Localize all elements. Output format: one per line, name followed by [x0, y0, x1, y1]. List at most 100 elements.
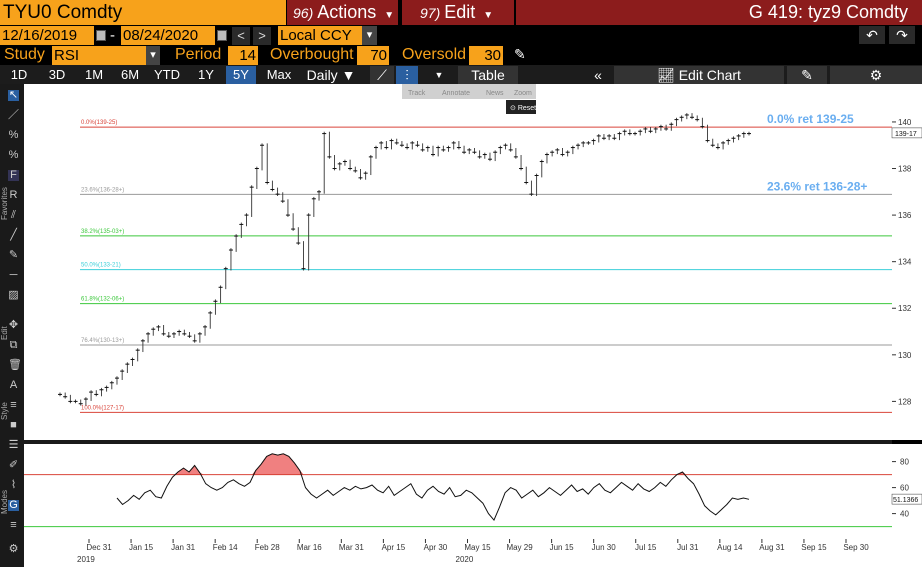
time-axis-label: May 15 — [464, 543, 491, 552]
collapse-icon[interactable]: « — [594, 67, 602, 83]
brush-icon[interactable]: ✐ — [8, 459, 19, 471]
currency-select[interactable]: Local CCY — [278, 26, 362, 45]
redo-icon[interactable]: ↷ — [889, 26, 915, 44]
fib-tool-icon[interactable]: F — [8, 170, 19, 181]
next-period-button[interactable]: > — [253, 27, 271, 45]
fib-right-label: 0.0% ret 139-25 — [767, 112, 854, 126]
currency-caret-icon[interactable]: ▾ — [362, 26, 377, 45]
lines-icon[interactable]: ≡ — [10, 519, 17, 531]
overbought-label: Overbought — [270, 46, 354, 63]
ticker-field[interactable]: TYU0 Comdty — [0, 0, 286, 25]
modes-tab[interactable]: Modes — [0, 489, 9, 514]
rsi-axis-label: 60 — [900, 484, 909, 493]
shape-icon[interactable]: ▨ — [8, 289, 19, 301]
price-axis — [892, 84, 922, 440]
time-axis-label: Jan 31 — [171, 543, 196, 552]
modes-g-icon[interactable]: G — [8, 499, 19, 511]
retracement-icon[interactable]: R — [9, 189, 18, 201]
style-icon[interactable]: ≡ — [10, 399, 17, 411]
hline-icon[interactable]: ─ — [9, 269, 18, 281]
annotation-edit-icon[interactable]: ✎ — [787, 66, 827, 84]
time-axis-label: May 29 — [506, 543, 533, 552]
favorites-tab[interactable]: Favorites — [0, 187, 9, 220]
percent-tool-icon[interactable]: % — [8, 129, 19, 141]
range-1d-button[interactable]: 1D — [10, 67, 28, 82]
list-icon[interactable]: ☰ — [8, 439, 19, 451]
edit-chart-button[interactable]: 📈︎ Edit Chart — [614, 66, 784, 84]
edit-menu[interactable]: 97) Edit ▼ — [402, 0, 514, 25]
edit-chart-label: Edit Chart — [678, 67, 741, 83]
start-calendar-icon[interactable] — [96, 30, 106, 41]
range-3d-button[interactable]: 3D — [48, 67, 66, 82]
trend-icon[interactable]: ╱ — [10, 229, 17, 241]
time-axis — [24, 539, 922, 567]
undo-icon[interactable]: ↶ — [859, 26, 885, 44]
oversold-field[interactable]: 30 — [469, 46, 503, 65]
actions-menu[interactable]: 96) Actions ▼ — [287, 0, 398, 25]
range-1m-button[interactable]: 1M — [84, 67, 104, 82]
prev-period-button[interactable]: < — [232, 27, 250, 45]
time-axis-label: Jan 15 — [129, 543, 154, 552]
time-axis-label: Jun 30 — [592, 543, 617, 552]
percent-tool2-icon[interactable]: % — [8, 149, 19, 161]
delete-icon[interactable]: 🗑︎ — [8, 359, 22, 371]
style-tab[interactable]: Style — [0, 402, 9, 420]
edit-tab[interactable]: Edit — [0, 326, 9, 340]
time-axis-label: Aug 14 — [717, 543, 743, 552]
reset-button[interactable]: ⊙ Reset — [510, 105, 536, 112]
range-max-button[interactable]: Max — [266, 67, 292, 82]
overbought-field[interactable]: 70 — [357, 46, 389, 65]
price-axis-label: 130 — [898, 351, 912, 360]
line-chart-icon[interactable]: ⟋ — [370, 66, 394, 84]
start-date-field[interactable]: 12/16/2019 — [0, 26, 94, 45]
fib-level-label: 0.0%(139-25) — [81, 120, 117, 126]
end-calendar-icon[interactable] — [217, 30, 227, 41]
channel-icon[interactable]: ⫽ — [11, 209, 16, 221]
panel-divider[interactable] — [24, 440, 892, 444]
rsi-panel — [24, 444, 892, 539]
time-axis-label: Feb 28 — [255, 543, 280, 552]
oversold-label: Oversold — [402, 46, 467, 63]
draw-line-icon[interactable]: ／ — [8, 109, 19, 121]
range-6m-button[interactable]: 6M — [120, 67, 140, 82]
text-icon[interactable]: A — [9, 379, 18, 391]
pencil-icon[interactable]: ✎ — [514, 46, 526, 62]
pen-icon[interactable]: ✎ — [8, 249, 19, 261]
track-option[interactable]: Track — [408, 90, 426, 97]
settings-gear-icon[interactable]: ⚙ — [830, 66, 922, 84]
price-axis-label: 134 — [898, 258, 912, 267]
rsi-axis-label: 40 — [900, 510, 909, 519]
bar-chart-icon[interactable]: ⫶ — [396, 66, 418, 84]
mode-icon[interactable]: ⌇ — [10, 479, 17, 491]
move-icon[interactable]: ✥ — [8, 319, 19, 331]
chart-type-caret-icon[interactable]: ▼ — [434, 70, 444, 80]
range-ytd-button[interactable]: YTD — [154, 67, 180, 82]
end-date-field[interactable]: 08/24/2020 — [121, 26, 215, 45]
edit-caret-icon: ▼ — [483, 10, 494, 21]
actions-label: Actions — [317, 2, 377, 22]
palette-icon[interactable]: ■ — [10, 419, 17, 431]
cursor-icon[interactable]: ↖ — [8, 89, 19, 101]
zoom-option[interactable]: Zoom — [514, 90, 532, 97]
rsi-last-label: 51.1366 — [893, 497, 918, 504]
rsi-axis — [892, 444, 922, 539]
range-1y-button[interactable]: 1Y — [198, 67, 214, 82]
toolbar-gear-icon[interactable]: ⚙ — [8, 543, 19, 555]
time-axis-label: Mar 16 — [297, 543, 322, 552]
period-field[interactable]: 14 — [228, 46, 258, 65]
price-chart[interactable]: 0.0%(139-25) 23.6%(136-28+) 38.2%(135-03+)… — [24, 84, 922, 567]
price-axis-label: 128 — [898, 397, 912, 406]
frequency-select[interactable]: Daily ▼ — [306, 67, 356, 83]
zoom-popup: Track Annotate News Zoom ⊙ Reset — [402, 84, 536, 114]
price-axis-label: 132 — [898, 304, 912, 313]
study-select[interactable]: RSI — [52, 46, 146, 65]
last-price-box — [891, 127, 922, 139]
left-toolbar: ↖ ／ % % F R ⫽ ╱ ✎ ─ ▨ ✥ ⧉ 🗑︎ A ≡ ■ ☰ ✐ ⌇… — [0, 84, 24, 567]
table-button[interactable]: Table — [458, 66, 518, 84]
study-caret-icon[interactable]: ▾ — [146, 46, 160, 65]
news-option[interactable]: News — [486, 90, 504, 97]
year-label: 2020 — [456, 555, 474, 564]
copy-icon[interactable]: ⧉ — [9, 339, 18, 351]
range-5y-button[interactable]: 5Y — [226, 66, 256, 84]
annotate-option[interactable]: Annotate — [442, 90, 470, 97]
